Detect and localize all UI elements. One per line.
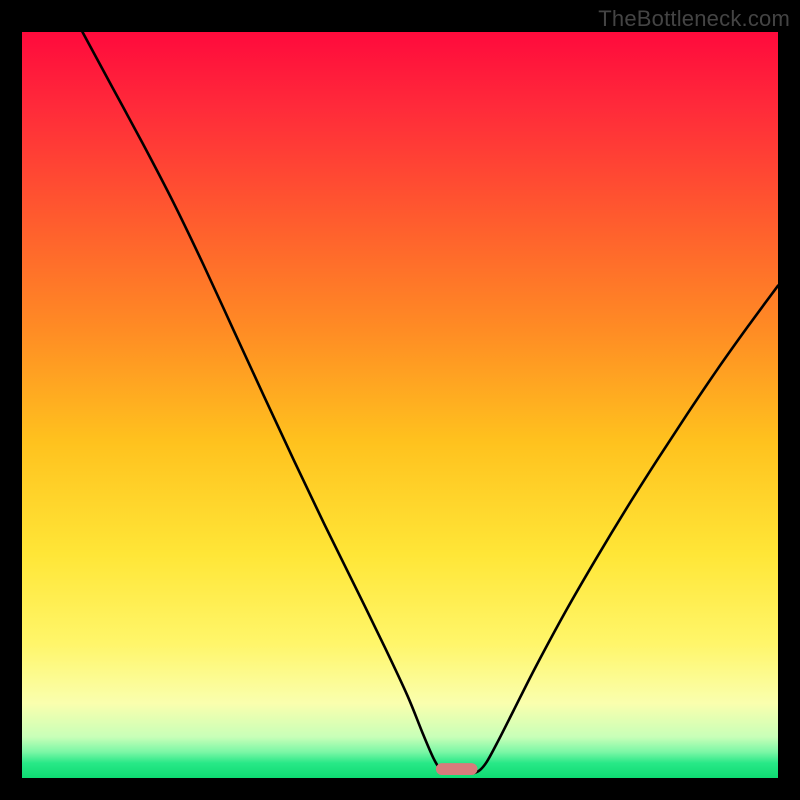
chart-container: TheBottleneck.com [0,0,800,800]
plot-area [22,32,778,778]
optimal-marker [436,763,478,775]
gradient-background [22,32,778,778]
watermark-label: TheBottleneck.com [598,6,790,32]
bottleneck-chart-svg [22,32,778,778]
